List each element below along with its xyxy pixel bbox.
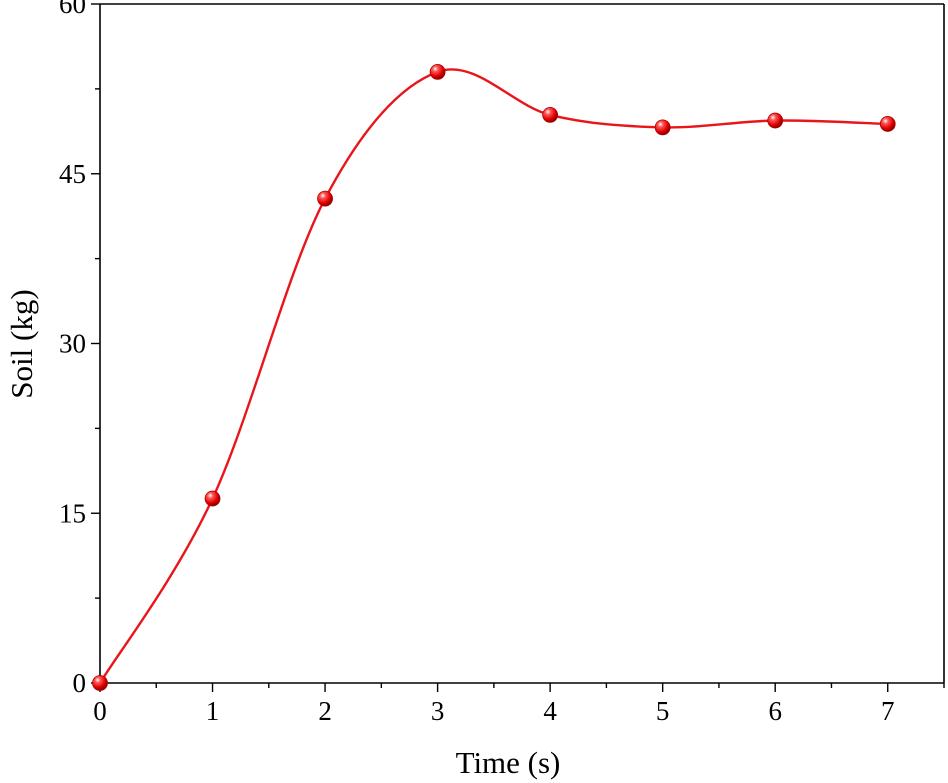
y-tick-label: 45 (59, 159, 86, 189)
x-tick-label: 7 (881, 696, 895, 726)
data-point (317, 190, 333, 207)
x-tick-label: 1 (206, 696, 220, 726)
plot-area (92, 64, 896, 691)
y-axis-title: Soil (kg) (4, 289, 39, 398)
x-tick-label: 4 (543, 696, 557, 726)
data-point (542, 107, 559, 123)
x-tick-label: 6 (768, 696, 782, 726)
y-tick-label: 30 (59, 329, 86, 359)
data-point (204, 490, 221, 507)
series-line (98, 68, 888, 684)
y-tick-label: 0 (73, 668, 87, 698)
x-axis-title: Time (s) (456, 745, 561, 780)
y-tick-label: 60 (59, 0, 86, 19)
data-point (654, 119, 671, 136)
x-tick-label: 5 (656, 696, 670, 726)
data-point (92, 675, 108, 691)
data-point (767, 112, 784, 129)
x-tick-label: 2 (318, 696, 332, 726)
data-point (429, 64, 446, 80)
y-tick-label: 15 (59, 498, 86, 528)
data-point (879, 116, 896, 132)
x-tick-label: 3 (431, 696, 445, 726)
x-tick-label: 0 (93, 696, 107, 726)
axes (99, 3, 945, 684)
